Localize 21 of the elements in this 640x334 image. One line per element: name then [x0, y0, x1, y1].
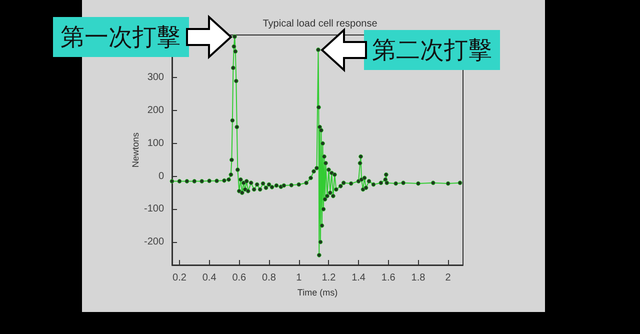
x-tick-label: 0.8	[262, 272, 276, 284]
x-tick-label: 1.6	[381, 272, 396, 284]
x-tick-label: 0.2	[172, 272, 187, 284]
annotation: 第一次打擊	[52, 16, 189, 57]
y-tick-label: -200	[144, 236, 164, 248]
chart-title: Typical load cell response	[262, 18, 378, 30]
y-tick-label: 100	[147, 138, 164, 149]
x-tick-label: 1.4	[352, 272, 366, 284]
x-tick-label: 0.4	[202, 272, 217, 284]
y-tick-label: 0	[158, 170, 164, 182]
x-tick-label: 1	[296, 272, 302, 284]
x-axis-title: Time (ms)	[297, 287, 338, 298]
y-axis-title: Newtons	[130, 132, 140, 168]
y-tick-label: 200	[147, 105, 164, 116]
y-tick-label: -100	[144, 204, 164, 215]
x-tick-label: 0.6	[232, 272, 247, 284]
y-tick-label: 300	[147, 72, 164, 84]
x-tick-label: 2	[445, 272, 452, 284]
x-tick-label: 1.2	[322, 272, 336, 284]
annotation: 第二次打擊	[364, 30, 500, 70]
x-tick-label: 1.8	[411, 272, 426, 284]
